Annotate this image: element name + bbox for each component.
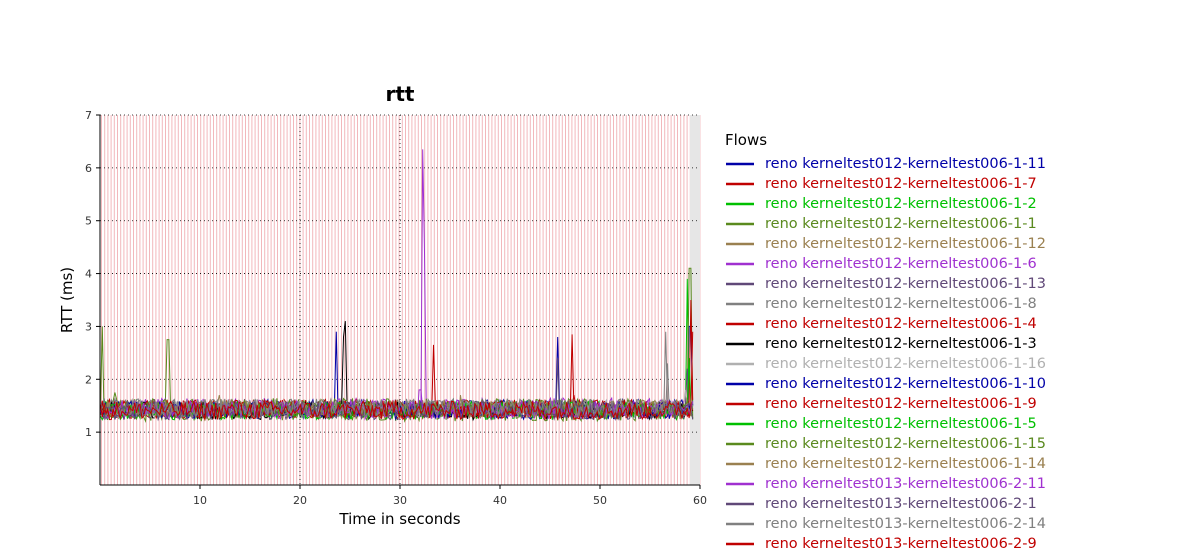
series-group (100, 149, 694, 424)
y-tick-label: 5 (85, 215, 92, 228)
series-line-20 (100, 331, 694, 421)
grid (100, 114, 700, 485)
right-edge-band (690, 115, 700, 485)
background-stripes (101, 115, 701, 485)
x-tick-label: 50 (593, 494, 607, 507)
y-tick-label: 4 (85, 268, 92, 281)
y-tick-label: 6 (85, 162, 92, 175)
legend: Flows reno kerneltest012-kerneltest006-1… (725, 131, 1046, 550)
y-tick-label: 2 (85, 373, 92, 386)
legend-label: reno kerneltest013-kerneltest006-2-9 (765, 536, 1037, 550)
series-line-19 (100, 363, 694, 419)
legend-title: Flows (725, 131, 767, 149)
legend-label: reno kerneltest012-kerneltest006-1-2 (765, 196, 1037, 212)
x-tick-label: 10 (193, 494, 207, 507)
x-tick-label: 30 (393, 494, 407, 507)
legend-label: reno kerneltest012-kerneltest006-1-15 (765, 436, 1046, 452)
legend-label: reno kerneltest012-kerneltest006-1-9 (765, 396, 1037, 412)
y-tick-label: 7 (85, 109, 92, 122)
x-tick-label: 20 (293, 494, 307, 507)
legend-label: reno kerneltest012-kerneltest006-1-1 (765, 216, 1037, 232)
y-tick-label: 3 (85, 320, 92, 333)
x-tick-label: 60 (693, 494, 707, 507)
legend-label: reno kerneltest012-kerneltest006-1-6 (765, 256, 1037, 272)
legend-label: reno kerneltest012-kerneltest006-1-4 (765, 316, 1037, 332)
legend-label: reno kerneltest012-kerneltest006-1-5 (765, 416, 1037, 432)
legend-label: reno kerneltest013-kerneltest006-2-1 (765, 496, 1037, 512)
x-tick-label: 40 (493, 494, 507, 507)
legend-label: reno kerneltest013-kerneltest006-2-11 (765, 476, 1046, 492)
legend-label: reno kerneltest012-kerneltest006-1-10 (765, 376, 1046, 392)
y-tick-label: 1 (85, 426, 92, 439)
legend-label: reno kerneltest012-kerneltest006-1-14 (765, 456, 1046, 472)
y-axis-label: RTT (ms) (58, 267, 76, 333)
legend-label: reno kerneltest012-kerneltest006-1-13 (765, 276, 1046, 292)
x-axis-label: Time in seconds (338, 510, 460, 528)
legend-label: reno kerneltest013-kerneltest006-2-14 (765, 516, 1046, 532)
plot-area: 1 2 3 4 5 6 7 10 20 30 40 50 60 (85, 109, 707, 507)
chart-title: rtt (386, 82, 415, 106)
legend-label: reno kerneltest012-kerneltest006-1-8 (765, 296, 1037, 312)
legend-label: reno kerneltest012-kerneltest006-1-11 (765, 156, 1046, 172)
background-stripe-lines (101, 115, 701, 485)
axes: 1 2 3 4 5 6 7 10 20 30 40 50 60 (85, 109, 707, 507)
legend-label: reno kerneltest012-kerneltest006-1-3 (765, 336, 1037, 352)
legend-label: reno kerneltest012-kerneltest006-1-16 (765, 356, 1046, 372)
legend-label: reno kerneltest012-kerneltest006-1-12 (765, 236, 1046, 252)
legend-label: reno kerneltest012-kerneltest006-1-7 (765, 176, 1037, 192)
